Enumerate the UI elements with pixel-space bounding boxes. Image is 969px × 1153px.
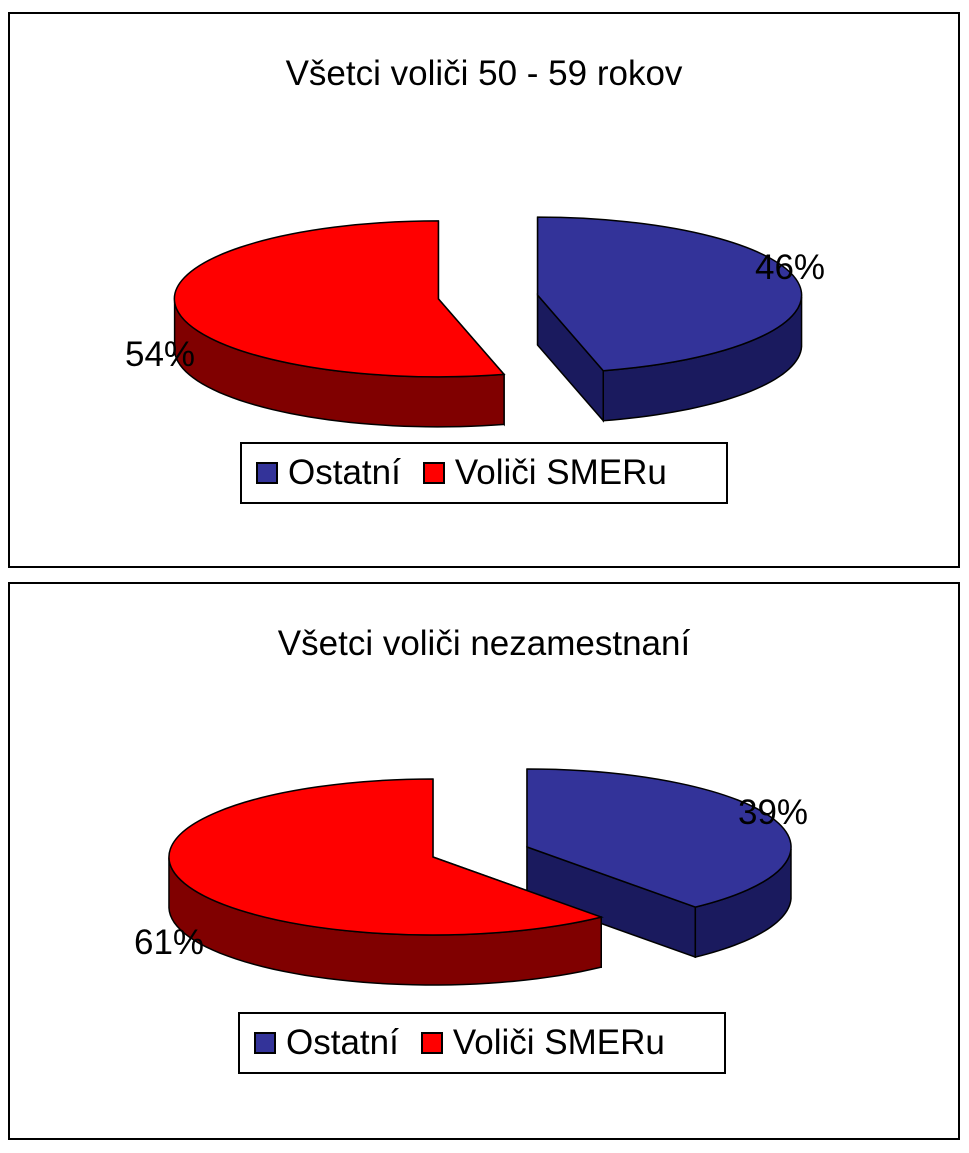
legend-entry-smer: Voliči SMERu — [420, 1023, 665, 1063]
pie-slice-smer — [173, 220, 506, 428]
pie-slice-ostatni — [536, 216, 803, 423]
legend-label: Ostatní — [288, 453, 401, 492]
pie-slice-ostatni — [526, 768, 792, 959]
chart-legend: Ostatní Voliči SMERu — [240, 442, 728, 504]
legend-label: Ostatní — [286, 1023, 399, 1062]
legend-label: Voliči SMERu — [454, 453, 667, 492]
chart-panel-2: Všetci voliči nezamestnaní 39% 61% Ostatn… — [8, 582, 960, 1140]
chart-title: Všetci voliči 50 - 59 rokov — [285, 54, 683, 93]
legend-swatch-ostatni — [254, 1032, 276, 1054]
legend-label: Voliči SMERu — [452, 1023, 665, 1062]
legend-entry-ostatni: Ostatní — [254, 1023, 399, 1063]
slice-label-ostatni: 39% — [738, 793, 808, 832]
chart-legend: Ostatní Voliči SMERu — [238, 1012, 726, 1074]
chart-panel-1: Všetci voliči 50 - 59 rokov 46% 54% Ostat… — [8, 12, 960, 568]
legend-entry-ostatni: Ostatní — [256, 453, 401, 493]
slice-label-smer: 61% — [134, 923, 204, 962]
pie-slice-smer — [168, 778, 604, 986]
slice-label-smer: 54% — [125, 335, 195, 374]
pie-chart-1: 46% 54% — [125, 216, 825, 428]
legend-entry-smer: Voliči SMERu — [422, 453, 667, 493]
pie-chart-2: 39% 61% — [134, 768, 808, 986]
chart-title: Všetci voliči nezamestnaní — [277, 624, 691, 663]
legend-swatch-smer — [420, 1032, 443, 1054]
slice-label-ostatni: 46% — [755, 248, 825, 287]
legend-swatch-ostatni — [256, 462, 278, 484]
legend-swatch-smer — [422, 462, 445, 484]
